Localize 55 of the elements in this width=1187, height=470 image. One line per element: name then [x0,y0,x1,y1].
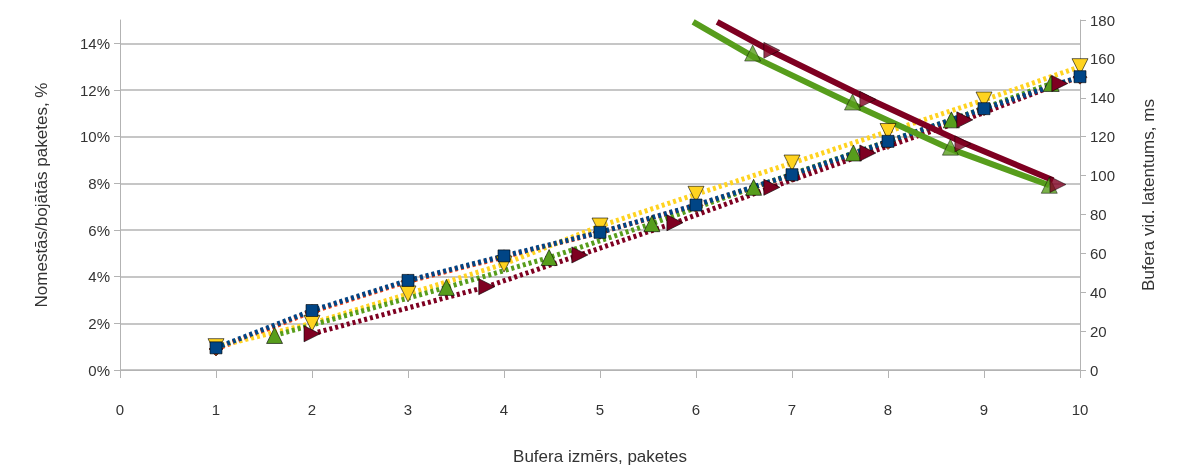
point [845,144,862,162]
point [943,111,960,129]
y-tick-label: 6% [88,221,110,239]
point [744,44,761,62]
point [859,91,877,108]
point [303,325,321,343]
y2-tick-label: 160 [1090,50,1116,68]
x-tick-label: 7 [787,400,797,418]
x-tick-label: 6 [691,400,701,418]
point [956,111,974,129]
y2-tick-label: 0 [1090,361,1099,379]
point [643,215,661,232]
point [942,138,959,156]
point [666,214,684,232]
y2-tick-label: 20 [1090,322,1107,340]
y2-axis-title: Bufera vid. latentums, ms [1139,99,1158,291]
x-tick-label: 5 [595,400,605,418]
point [1049,176,1067,193]
point [844,93,861,111]
point [1051,75,1069,92]
point [571,246,589,264]
y-tick-label: 14% [79,34,110,52]
y-tick-label: 2% [88,314,110,332]
x-tick-label: 9 [979,400,989,418]
x-tick-label: 4 [499,400,509,418]
y-tick-label: 12% [79,81,110,99]
y-tick-label: 0% [88,361,110,379]
y2-tick-label: 80 [1090,205,1107,223]
y-tick-label: 4% [88,268,110,286]
x-tick-label: 3 [403,400,413,418]
y2-tick-label: 40 [1090,283,1107,301]
y2-tick-label: 120 [1090,128,1116,146]
x-axis-title: Bufera izmērs, paketes [513,447,687,466]
y2-tick-label: 100 [1090,167,1116,185]
point [954,135,972,153]
point [859,144,877,162]
y2-tick-label: 140 [1090,89,1116,107]
x-tick-label: 1 [211,400,221,418]
x-tick-label: 0 [115,400,125,418]
point [478,278,496,295]
point [745,179,762,196]
y2-tick-label: 180 [1090,11,1116,29]
point [438,279,455,296]
x-tick-label: 2 [307,400,317,418]
y-tick-label: 8% [88,174,110,192]
point [266,327,283,344]
point [763,179,781,196]
point [399,285,417,303]
point [763,42,781,59]
y-axis-title: Nomestās/bojātās paketes, % [32,82,51,308]
x-tick-label: 10 [1071,400,1089,418]
y2-tick-label: 60 [1090,244,1107,262]
x-tick-label: 8 [883,400,893,418]
y-tick-label: 10% [79,128,110,146]
point [540,249,558,266]
